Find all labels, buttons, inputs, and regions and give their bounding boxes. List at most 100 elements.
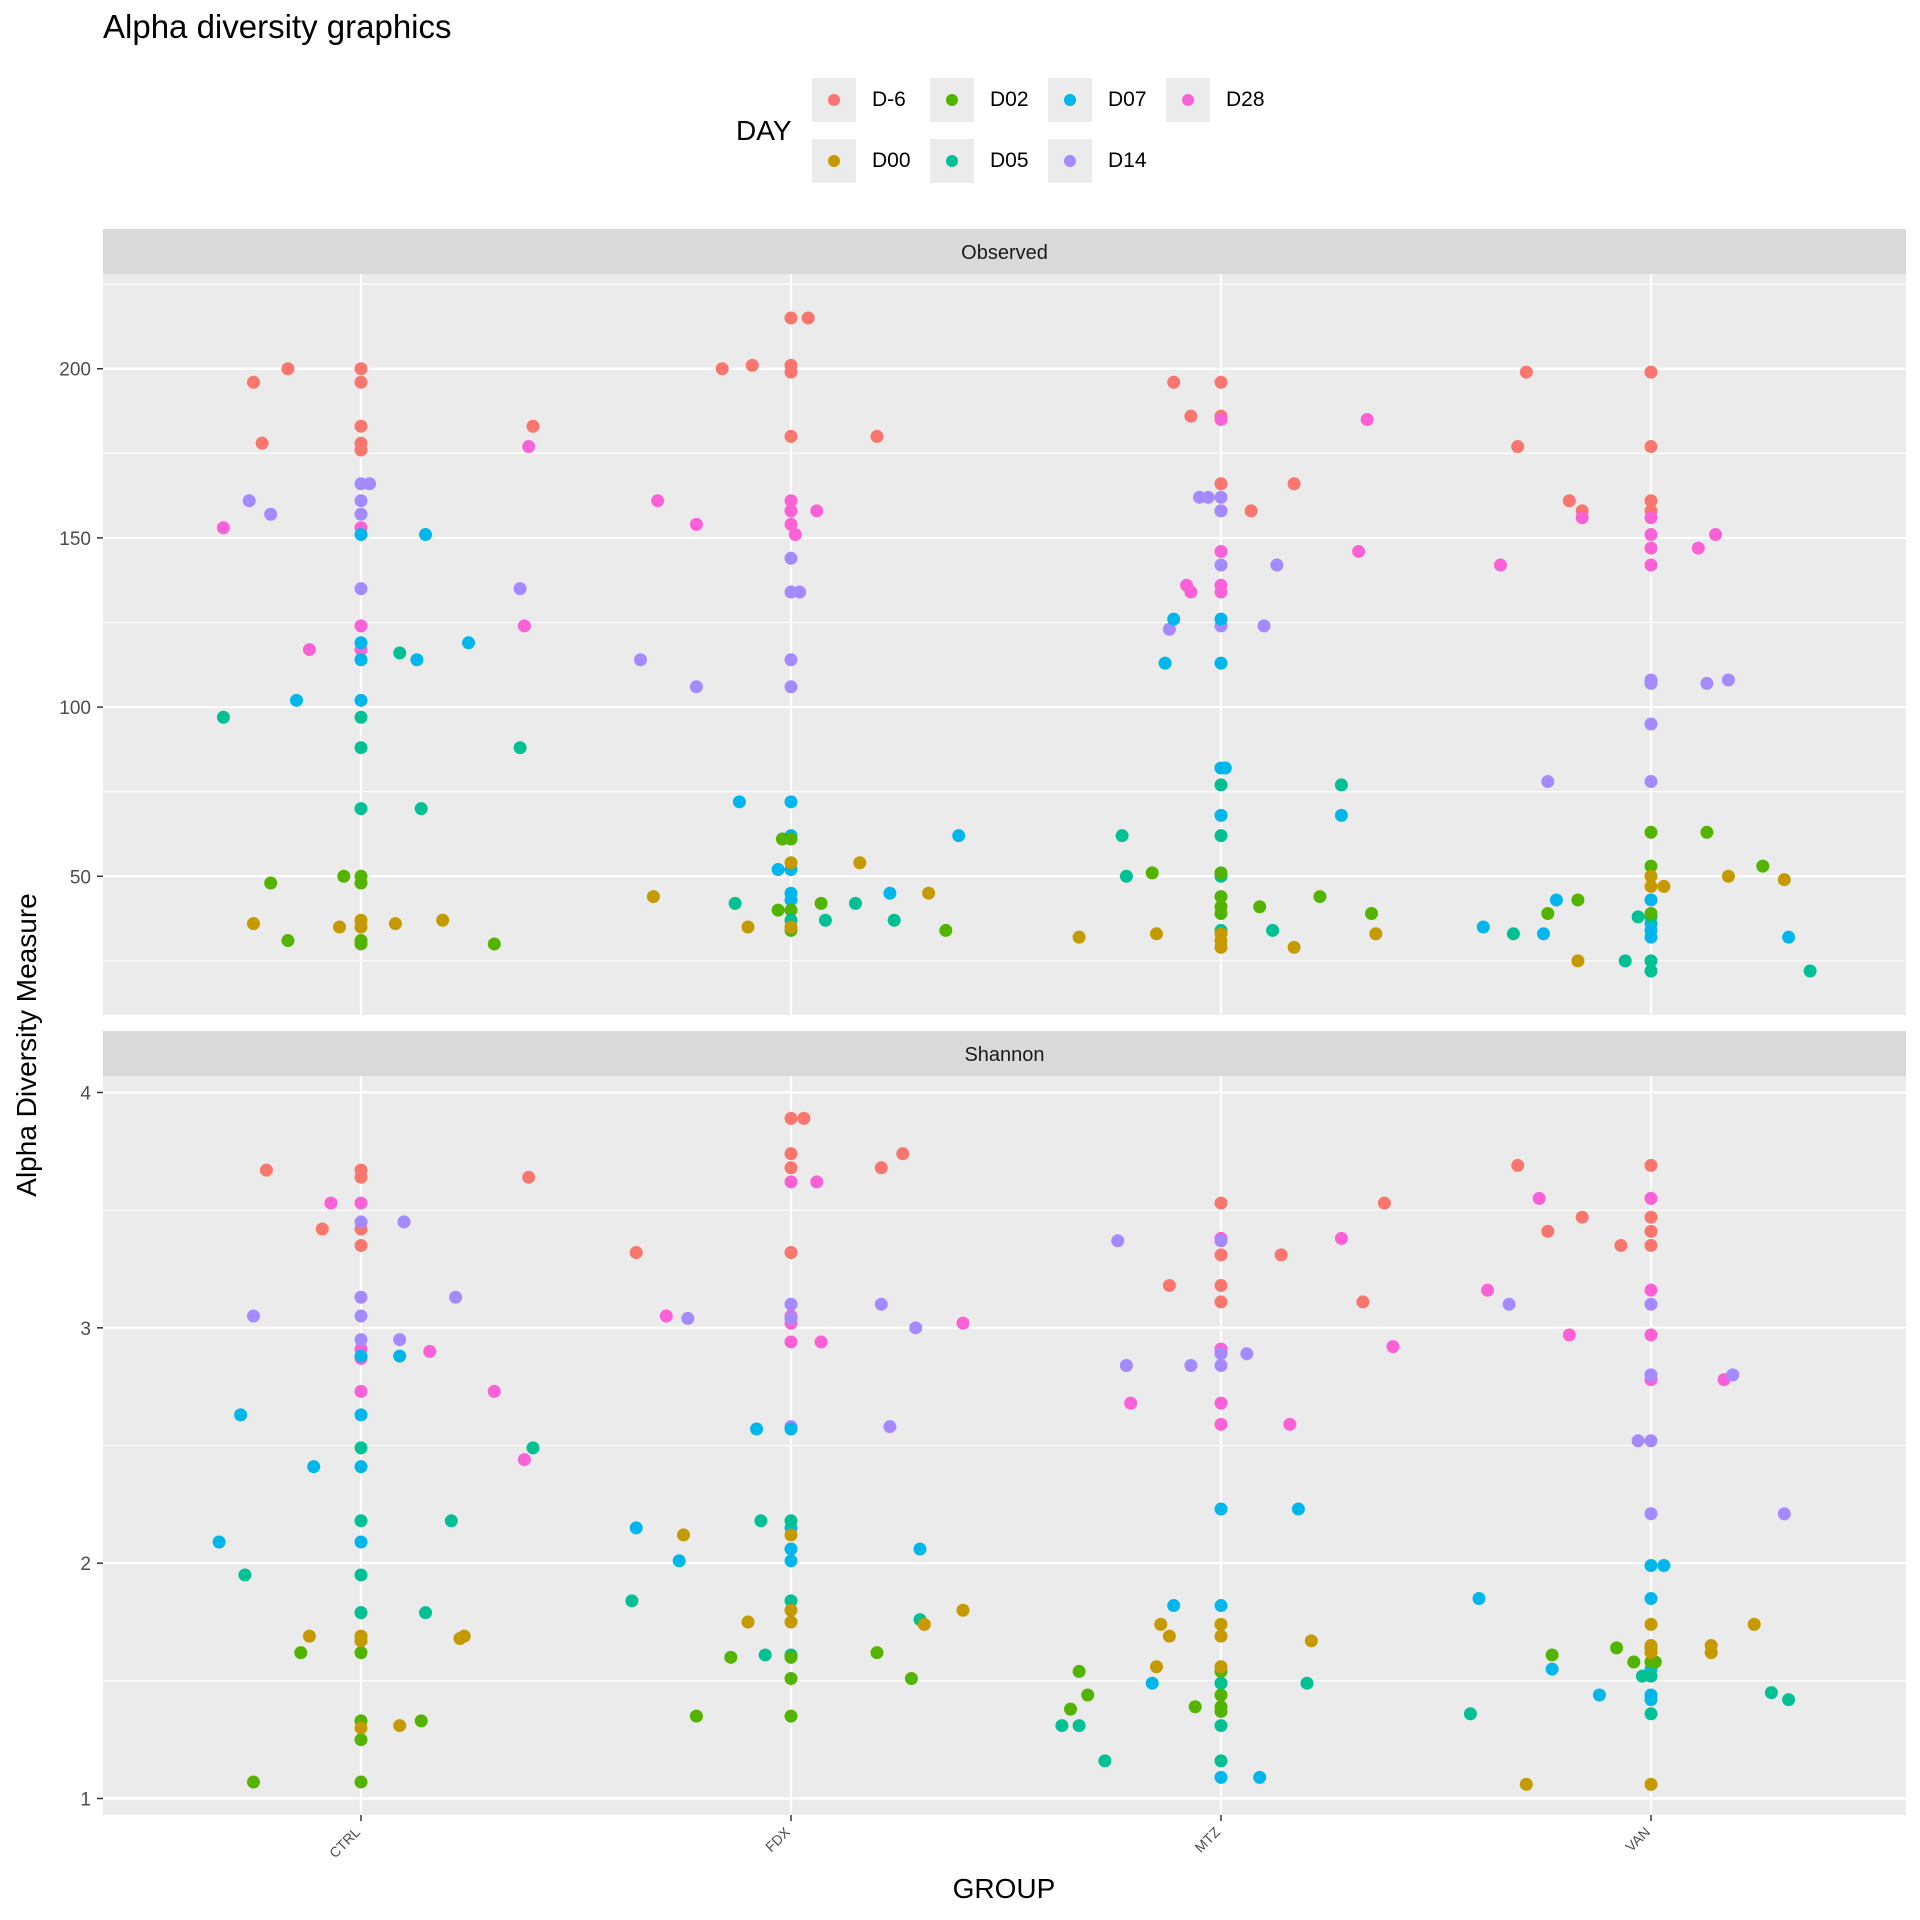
- data-point-d02: [1545, 1648, 1559, 1662]
- legend-dot: [828, 155, 840, 167]
- data-point-d05: [1119, 869, 1133, 883]
- data-point-d05: [444, 1514, 458, 1528]
- data-point-d05: [1115, 829, 1129, 843]
- data-point-d-6: [1214, 1295, 1228, 1309]
- data-point-d28: [784, 1175, 798, 1189]
- data-point-d14: [1257, 619, 1271, 633]
- data-point-d-6: [354, 375, 368, 389]
- data-point-d07: [1214, 1770, 1228, 1784]
- data-point-d05: [1266, 923, 1280, 937]
- data-point-d02: [281, 934, 295, 948]
- data-point-d14: [1777, 1507, 1791, 1521]
- data-point-d07: [913, 1542, 927, 1556]
- data-point-d28: [324, 1196, 338, 1210]
- data-point-d05: [728, 896, 742, 910]
- data-point-d-6: [1214, 375, 1228, 389]
- data-point-d00: [1150, 1660, 1163, 1674]
- data-point-d07: [1644, 1591, 1658, 1605]
- data-point-d00: [1304, 1634, 1318, 1648]
- data-point-d02: [1145, 866, 1159, 880]
- data-point-d-6: [1214, 1196, 1228, 1210]
- legend-label: D-6: [872, 88, 906, 111]
- data-point-d02: [487, 937, 501, 951]
- data-point-d-6: [1184, 409, 1198, 423]
- data-point-d07: [1592, 1688, 1606, 1702]
- data-point-d00: [784, 1603, 798, 1617]
- data-point-d07: [771, 863, 785, 877]
- data-point-d05: [1214, 1754, 1228, 1768]
- y-axis-label: Alpha Diversity Measure: [11, 893, 42, 1196]
- data-point-d14: [1270, 558, 1284, 572]
- data-point-d14: [1502, 1297, 1516, 1311]
- data-point-d02: [1610, 1641, 1624, 1655]
- data-point-d05: [1764, 1686, 1778, 1700]
- data-point-d28: [517, 1453, 531, 1467]
- data-point-d28: [1352, 544, 1366, 558]
- data-point-d14: [784, 1297, 798, 1311]
- legend-key-d00: [812, 139, 856, 183]
- data-point-d07: [1291, 1502, 1305, 1516]
- data-point-d05: [419, 1606, 432, 1620]
- data-point-d07: [750, 1422, 764, 1436]
- data-point-d-6: [1167, 375, 1181, 389]
- data-point-d28: [354, 619, 368, 633]
- data-point-d-6: [1644, 494, 1658, 508]
- data-point-d-6: [1562, 494, 1576, 508]
- data-point-d-6: [1644, 440, 1658, 454]
- data-point-d14: [634, 653, 647, 667]
- data-point-d28: [522, 440, 536, 454]
- data-point-d28: [1283, 1417, 1297, 1431]
- data-point-d05: [887, 913, 901, 927]
- data-point-d-6: [1377, 1196, 1391, 1210]
- data-point-d-6: [259, 1163, 273, 1177]
- data-point-d00: [784, 856, 798, 870]
- data-point-d-6: [1511, 1158, 1525, 1172]
- data-point-d14: [397, 1215, 411, 1229]
- data-point-d00: [677, 1528, 690, 1542]
- data-point-d07: [1167, 1599, 1181, 1613]
- data-point-d02: [814, 896, 828, 910]
- data-point-d28: [784, 494, 798, 508]
- data-point-d00: [741, 920, 755, 934]
- data-point-d28: [784, 504, 798, 518]
- data-point-d07: [354, 653, 368, 667]
- data-point-d14: [1162, 622, 1176, 636]
- data-point-d00: [1644, 879, 1658, 893]
- data-point-d-6: [745, 358, 759, 372]
- y-tick-label: 100: [59, 698, 91, 719]
- data-point-d-6: [784, 1111, 798, 1125]
- data-point-d07: [1782, 930, 1796, 944]
- data-point-d05: [1631, 910, 1645, 924]
- data-point-d02: [784, 1709, 798, 1723]
- data-point-d05: [1214, 829, 1228, 843]
- data-point-d-6: [1644, 365, 1658, 379]
- data-point-d28: [1184, 585, 1198, 599]
- data-point-d07: [784, 795, 798, 809]
- data-point-d14: [1644, 1434, 1658, 1448]
- data-point-d07: [784, 1422, 798, 1436]
- data-point-d00: [457, 1629, 471, 1643]
- data-point-d14: [1644, 1507, 1658, 1521]
- data-point-d28: [1124, 1396, 1138, 1410]
- data-point-d02: [1064, 1702, 1077, 1716]
- data-point-d07: [1657, 1559, 1671, 1573]
- data-point-d00: [784, 1528, 798, 1542]
- legend-label: D07: [1108, 88, 1147, 111]
- data-point-d07: [354, 1349, 368, 1363]
- data-point-d07: [462, 636, 475, 650]
- data-point-d02: [724, 1650, 738, 1664]
- data-point-d14: [264, 507, 278, 521]
- data-point-d05: [1300, 1676, 1314, 1690]
- data-point-d-6: [526, 419, 540, 433]
- data-point-d14: [1214, 490, 1228, 504]
- data-point-d-6: [1162, 1278, 1176, 1292]
- data-point-d02: [247, 1775, 260, 1789]
- strip-label: Shannon: [964, 1044, 1044, 1066]
- data-point-d07: [1214, 1599, 1228, 1613]
- data-point-d05: [849, 896, 862, 910]
- data-point-d00: [354, 1721, 368, 1735]
- data-point-d-6: [1575, 1210, 1589, 1224]
- data-point-d28: [1532, 1191, 1546, 1205]
- data-point-d-6: [629, 1246, 643, 1260]
- data-point-d00: [1657, 879, 1671, 893]
